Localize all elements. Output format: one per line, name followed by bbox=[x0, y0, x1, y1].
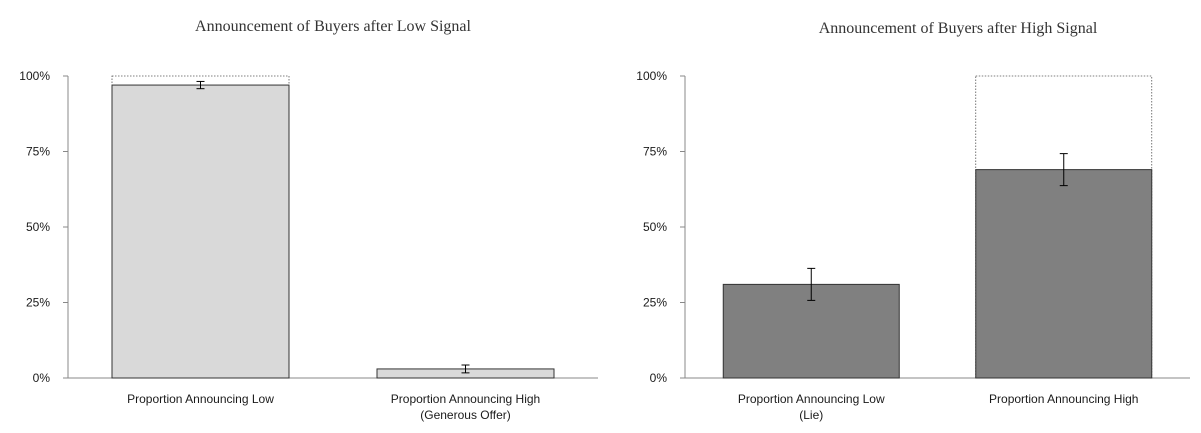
chart-title: Announcement of Buyers after High Signal bbox=[819, 20, 1098, 37]
x-category-label: Proportion Announcing Low bbox=[738, 392, 885, 406]
y-tick-label: 50% bbox=[26, 220, 50, 234]
chart-title: Announcement of Buyers after Low Signal bbox=[195, 18, 471, 35]
y-tick-label: 0% bbox=[33, 371, 51, 385]
y-tick-label: 25% bbox=[26, 296, 50, 310]
chart-high-signal: Announcement of Buyers after High Signal… bbox=[636, 20, 1190, 422]
y-tick-label: 75% bbox=[643, 145, 667, 159]
chart-low-signal: Announcement of Buyers after Low Signal … bbox=[19, 18, 598, 422]
y-tick-label: 75% bbox=[26, 145, 50, 159]
y-tick-label: 100% bbox=[636, 69, 667, 83]
x-category-label: Proportion Announcing High bbox=[391, 392, 540, 406]
x-category-label: (Generous Offer) bbox=[420, 408, 510, 422]
x-category-label: Proportion Announcing High bbox=[989, 392, 1138, 406]
y-tick-label: 100% bbox=[19, 69, 50, 83]
x-category-label: (Lie) bbox=[799, 408, 823, 422]
y-tick-label: 50% bbox=[643, 220, 667, 234]
bar bbox=[111, 84, 290, 379]
x-category-label: Proportion Announcing Low bbox=[127, 392, 274, 406]
y-tick-label: 25% bbox=[643, 296, 667, 310]
y-tick-label: 0% bbox=[650, 371, 668, 385]
bar bbox=[975, 169, 1153, 379]
